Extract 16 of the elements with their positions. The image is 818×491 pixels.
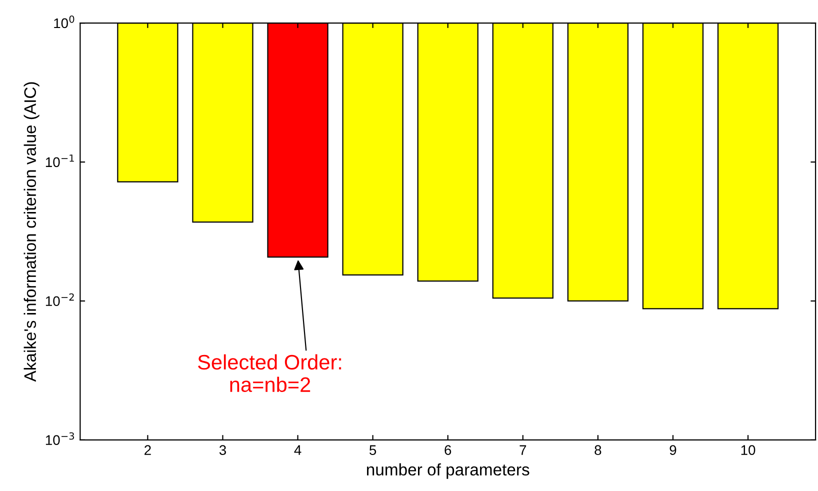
x-tick-label: 10 bbox=[741, 445, 756, 455]
x-tick-label: 3 bbox=[219, 445, 226, 455]
y-axis-title: Akaike's information criterion value (AIC) bbox=[24, 82, 40, 382]
y-tick-label: 10$^{−1}$ bbox=[46, 154, 74, 168]
x-tick-label: 7 bbox=[520, 445, 526, 455]
x-tick-label: 6 bbox=[444, 445, 452, 455]
x-tick-label: 5 bbox=[370, 445, 376, 455]
x-tick-label: 8 bbox=[594, 445, 602, 455]
y-tick-label: 10$^{0}$ bbox=[54, 15, 74, 28]
x-axis-title: number of parameters bbox=[366, 463, 530, 479]
x-tick-label: 2 bbox=[144, 445, 151, 455]
x-tick-label: 4 bbox=[294, 445, 302, 455]
annotation: Selected Order: na=nb=2 bbox=[198, 354, 342, 392]
y-tick-label: 10$^{−3}$ bbox=[46, 432, 74, 445]
y-tick-label: 10$^{−2}$ bbox=[46, 293, 74, 306]
x-tick-label: 9 bbox=[670, 445, 676, 455]
